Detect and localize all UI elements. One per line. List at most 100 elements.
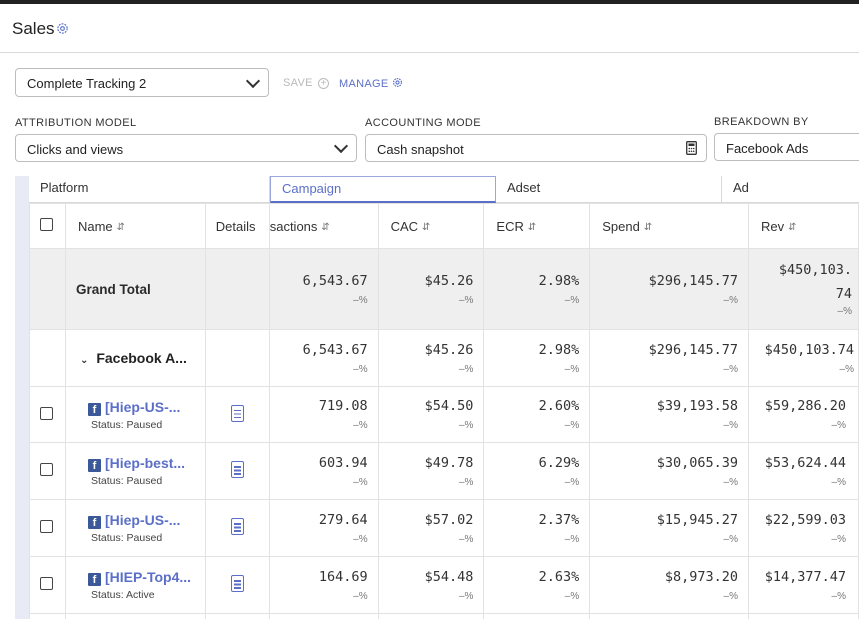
group-spend: $296,145.77 –%	[589, 329, 749, 387]
value: $22,599.03	[764, 511, 846, 528]
value: $15,945.27	[656, 511, 738, 528]
change: –%	[353, 533, 368, 545]
empty-cell	[204, 329, 270, 387]
facebook-icon: f	[87, 459, 101, 472]
row-checkbox[interactable]	[40, 577, 53, 590]
sort-icon[interactable]: ⇵	[527, 221, 537, 233]
attribution-model-value: Clicks and views	[27, 142, 124, 157]
expand-chevron-icon[interactable]: ⌄	[79, 355, 89, 366]
tracking-select[interactable]: Complete Tracking 2	[15, 68, 269, 97]
column-header-name[interactable]: Name ⇵	[64, 203, 206, 249]
group-label: Facebook A...	[96, 350, 187, 366]
column-label: Spend	[602, 218, 640, 234]
accounting-mode-value: Cash snapshot	[377, 142, 464, 157]
breakdown-by-select[interactable]: Facebook Ads	[714, 133, 859, 161]
change: –%	[723, 476, 738, 488]
change: –%	[831, 533, 846, 545]
grand-total-ecr: 2.98% –%	[483, 248, 591, 330]
row-checkbox-cell	[29, 499, 66, 557]
sort-icon[interactable]: ⇵	[788, 221, 797, 233]
campaign-name-cell: f [Hiep-best... Status: Paused	[64, 442, 206, 500]
grand-total-rev: $450,103. 74 –%	[748, 248, 859, 330]
value: $30,065.39	[656, 454, 738, 471]
campaign-name-link[interactable]: [HIEP-Top4...	[104, 569, 192, 585]
table-row[interactable]: f [Hiep-US-... Status: Paused 719.08 –% $5…	[29, 386, 859, 443]
table-row[interactable]: f [Hiep-US-... Status: Paused 279.64 –% $5…	[29, 499, 859, 557]
change: –%	[831, 476, 846, 488]
attribution-model-select[interactable]: Clicks and views	[15, 134, 357, 162]
value: $54.50	[424, 398, 474, 414]
chevron-down-icon	[333, 138, 349, 154]
campaign-status: Status: Paused	[90, 475, 163, 487]
row-checkbox[interactable]	[40, 406, 53, 420]
value: $14,377.47	[764, 568, 846, 585]
value: 2.60%	[538, 398, 580, 414]
column-header-cac[interactable]: CAC ⇵	[377, 203, 485, 249]
row-spend: $15,945.27 –%	[589, 499, 749, 557]
change: –%	[564, 476, 580, 488]
sort-icon[interactable]: ⇵	[422, 221, 431, 233]
column-header-ecr[interactable]: ECR ⇵	[483, 203, 591, 249]
campaign-name-link[interactable]: [Hiep-US-...	[104, 398, 181, 415]
manage-button[interactable]: MANAGE	[339, 77, 403, 90]
change: –%	[458, 590, 474, 602]
row-ecr: 6.29% –%	[483, 442, 591, 500]
column-label: Name	[77, 218, 113, 234]
group-name-cell: ⌄ Facebook A...	[64, 329, 206, 387]
save-button[interactable]: SAVE +	[283, 77, 330, 89]
column-header-transactions[interactable]: sactions ⇵	[268, 203, 379, 249]
column-header-rev[interactable]: Rev ⇵	[748, 203, 859, 249]
facebook-icon: f	[87, 516, 101, 529]
row-checkbox[interactable]	[40, 463, 53, 476]
tab-ad[interactable]: Ad	[722, 176, 859, 203]
document-icon[interactable]	[230, 461, 244, 478]
sort-icon[interactable]: ⇵	[321, 221, 330, 233]
row-checkbox[interactable]	[40, 520, 53, 533]
chevron-down-icon	[245, 73, 261, 89]
document-icon[interactable]	[230, 575, 244, 592]
row-rev: $22,599.03 –%	[748, 499, 859, 557]
data-grid: Platform Campaign Adset Ad Name ⇵ Details…	[15, 176, 859, 619]
table-row[interactable]: f [Hiep-best... Status: Paused 603.94 –% $…	[29, 442, 859, 500]
campaign-status: Status: Active	[90, 589, 155, 601]
row-transactions: 719.08 –%	[268, 386, 379, 443]
grand-total-cac: $45.26 –%	[377, 248, 485, 330]
change: –%	[458, 533, 474, 545]
change: –%	[723, 363, 738, 375]
group-rev: $450,103.74 –%	[748, 329, 859, 387]
tab-campaign[interactable]: Campaign	[270, 176, 496, 203]
value: $450,103.74	[764, 341, 854, 358]
campaign-name-link[interactable]: [Hiep-US-...	[104, 512, 181, 528]
value: 279.64	[318, 511, 368, 528]
value: $45.26	[424, 341, 474, 358]
tab-adset[interactable]: Adset	[496, 176, 722, 203]
change: –%	[353, 294, 368, 306]
campaign-name-cell: f [HIEP-Top4... Status: Active	[64, 556, 206, 614]
table-row[interactable]: f [HIEP-Top4... Status: Active 164.69 –% $…	[29, 556, 859, 614]
accounting-mode-select[interactable]: Cash snapshot	[365, 134, 707, 162]
change: –%	[839, 363, 854, 375]
value: $296,145.77	[648, 272, 738, 289]
calculator-icon	[686, 141, 697, 155]
accounting-mode-label: ACCOUNTING MODE	[365, 117, 481, 129]
group-transactions: 6,543.67 –%	[268, 329, 379, 387]
select-all-checkbox[interactable]	[40, 218, 53, 231]
document-icon[interactable]	[230, 404, 244, 422]
sort-icon[interactable]: ⇵	[116, 221, 126, 233]
row-ecr: 2.63% –%	[483, 556, 591, 614]
column-label: Rev	[761, 218, 785, 234]
select-all-cell	[29, 203, 66, 249]
value: $450,103.	[778, 261, 852, 278]
campaign-name-link[interactable]: [Hiep-best...	[104, 455, 186, 471]
change: –%	[837, 305, 852, 317]
tab-platform[interactable]: Platform	[29, 176, 270, 203]
change: –%	[353, 420, 368, 431]
page-title: Sales	[12, 19, 55, 38]
sort-icon[interactable]: ⇵	[643, 221, 653, 233]
row-checkbox-cell	[29, 386, 66, 443]
document-icon[interactable]	[230, 518, 244, 535]
change: –%	[353, 476, 368, 488]
group-row[interactable]: ⌄ Facebook A... 6,543.67 –% $45.26 –% 2.98%…	[29, 329, 859, 387]
settings-gear-icon[interactable]	[56, 22, 69, 35]
column-header-spend[interactable]: Spend ⇵	[589, 203, 749, 249]
